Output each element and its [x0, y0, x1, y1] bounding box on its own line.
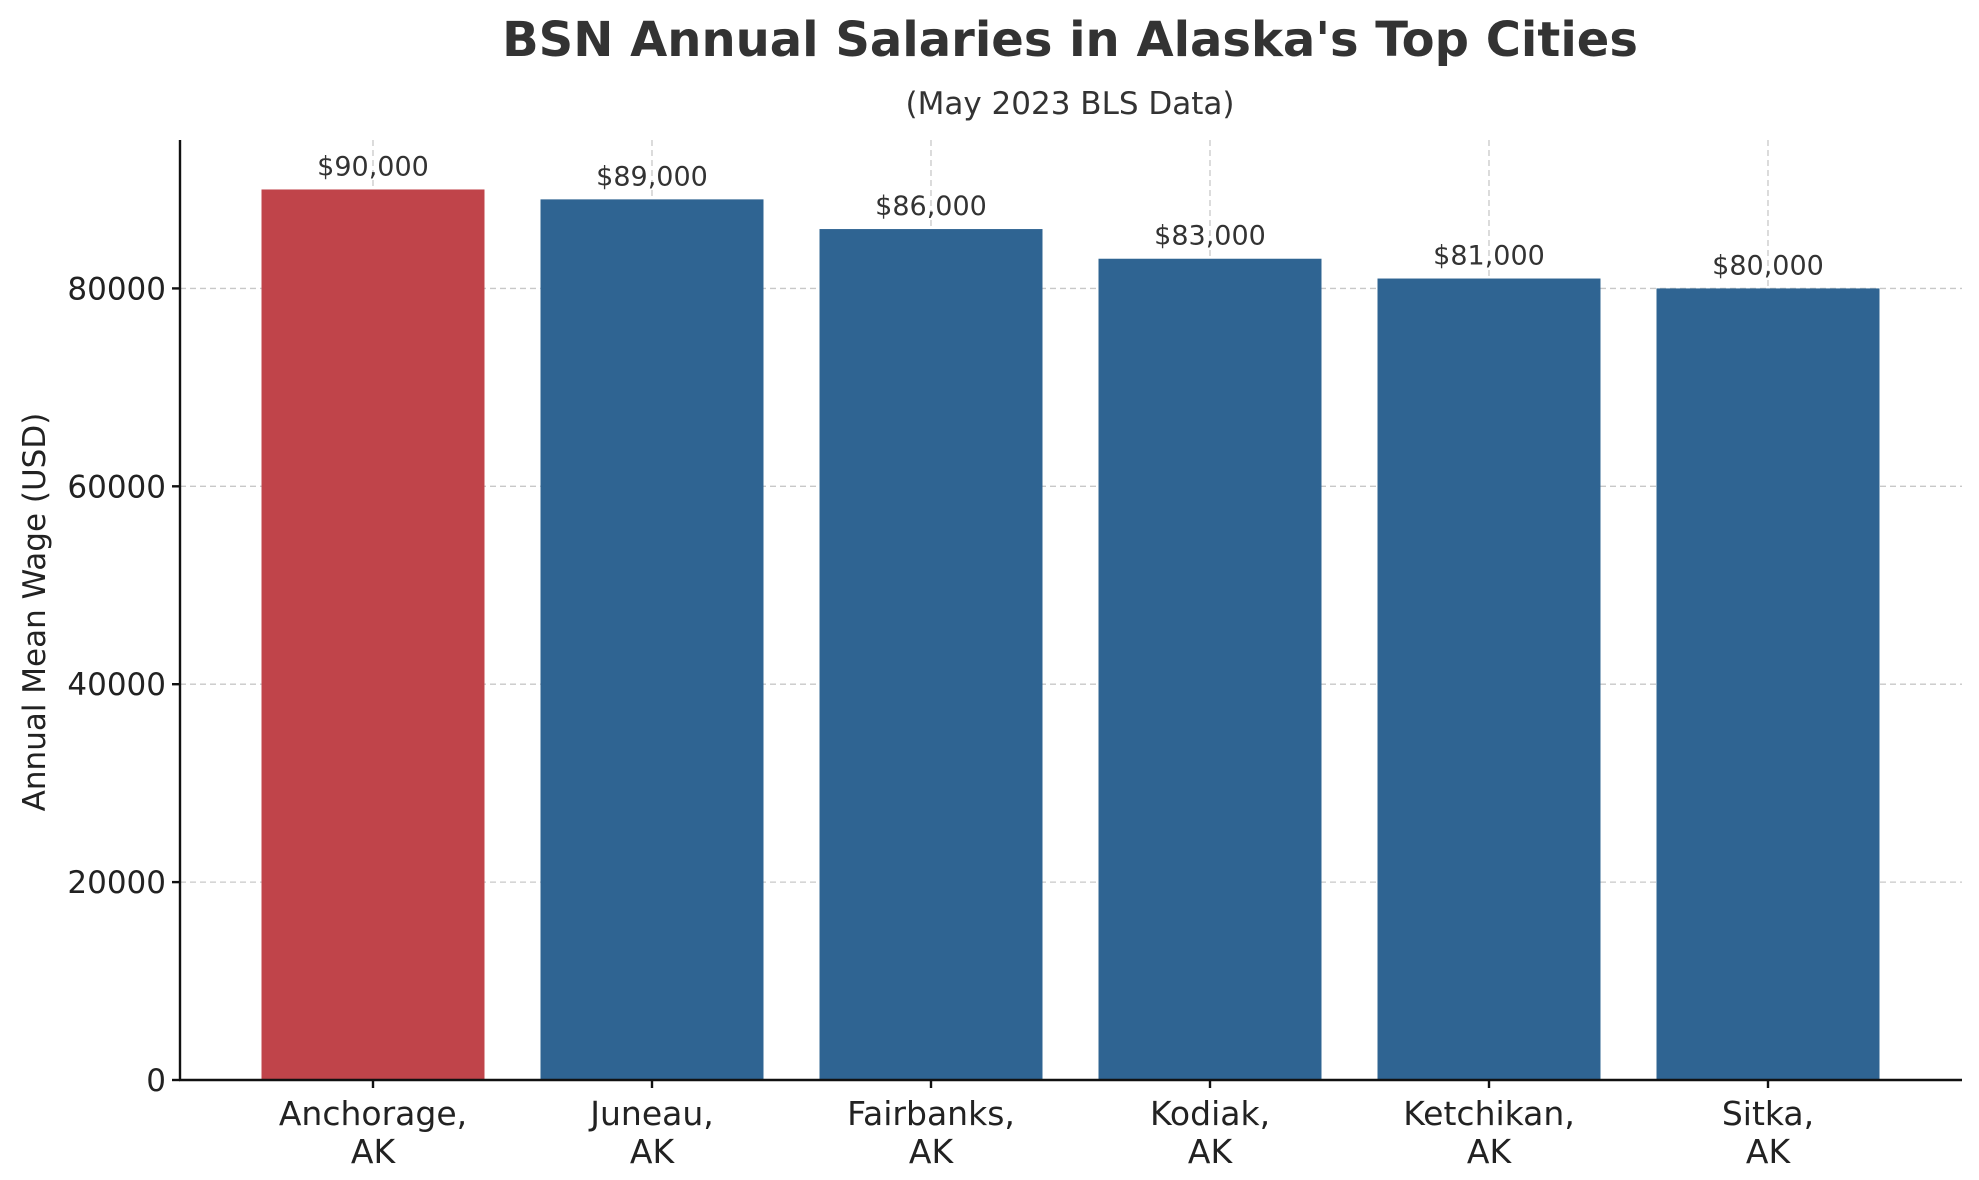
- bar: [261, 189, 485, 1080]
- y-tick-labels: 0 20000 40000 60000 80000: [67, 271, 180, 1099]
- data-label: $86,000: [875, 191, 987, 222]
- x-tick-label: Sitka, AK: [1722, 1094, 1814, 1171]
- data-label: $89,000: [596, 161, 708, 192]
- axes: [178, 140, 1962, 1082]
- bar: [540, 199, 764, 1081]
- x-tick-label: Ketchikan, AK: [1403, 1094, 1575, 1171]
- x-tick-label: Kodiak, AK: [1150, 1094, 1270, 1171]
- x-tick-label: Anchorage, AK: [279, 1094, 467, 1171]
- bar: [1098, 258, 1322, 1081]
- bar: [1377, 278, 1601, 1080]
- y-tick-label: 40000: [67, 667, 166, 703]
- y-tick-label: 60000: [67, 469, 166, 505]
- chart-subtitle: (May 2023 BLS Data): [906, 86, 1235, 122]
- chart-title: BSN Annual Salaries in Alaska's Top Citi…: [502, 12, 1638, 68]
- data-label: $80,000: [1712, 250, 1824, 281]
- y-tick-label: 0: [146, 1063, 166, 1099]
- bar: [819, 229, 1043, 1081]
- x-tick-label: Fairbanks, AK: [847, 1094, 1015, 1171]
- x-tick-label: Juneau, AK: [588, 1094, 714, 1171]
- data-labels: $90,000 $89,000 $86,000 $83,000 $81,000 $80,0…: [317, 151, 1824, 281]
- y-tick-label: 20000: [67, 865, 166, 901]
- x-tick-labels: Anchorage, AK Juneau, AK Fairbanks, AK Kodiak,…: [279, 1080, 1814, 1171]
- y-axis-label: Annual Mean Wage (USD): [17, 413, 53, 812]
- y-tick-label: 80000: [67, 271, 166, 307]
- data-label: $90,000: [317, 151, 429, 182]
- data-label: $81,000: [1433, 241, 1545, 272]
- data-label: $83,000: [1154, 221, 1266, 252]
- bars: [261, 189, 1880, 1081]
- bar: [1656, 288, 1880, 1081]
